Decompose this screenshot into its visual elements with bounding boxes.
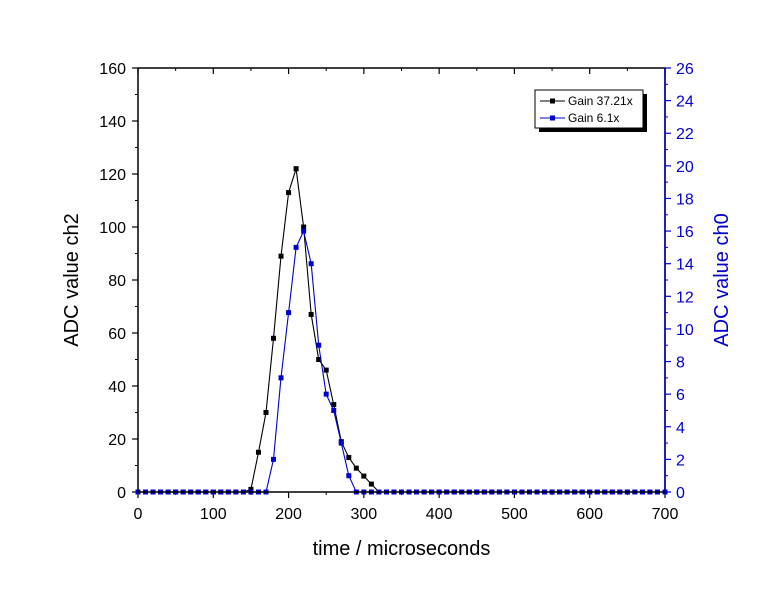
data-point <box>263 410 269 415</box>
y-right-tick-label: 0 <box>676 485 685 502</box>
x-tick-label: 0 <box>134 506 143 523</box>
data-point <box>316 357 322 362</box>
data-point <box>346 455 352 461</box>
y-right-tick-label: 22 <box>676 126 694 143</box>
y-right-tick-label: 14 <box>676 257 694 274</box>
y-left-tick-label: 160 <box>99 61 126 78</box>
legend-label: Gain 37.21x <box>568 94 633 108</box>
data-point <box>308 261 314 267</box>
y-left-tick-label: 100 <box>99 220 126 237</box>
y-left-tick-label: 0 <box>117 485 126 502</box>
x-tick-label: 200 <box>275 506 302 523</box>
legend: Gain 37.21x Gain 6.1x <box>534 89 647 132</box>
legend-box <box>534 89 644 129</box>
y-right-tick-label: 24 <box>676 94 694 111</box>
data-point <box>278 253 284 259</box>
data-point <box>301 224 307 230</box>
legend-label: Gain 6.1x <box>568 111 619 125</box>
x-tick-label: 300 <box>351 506 378 523</box>
data-point <box>323 391 329 397</box>
series-line <box>138 229 665 493</box>
series-line <box>138 168 665 493</box>
y-left-tick-label: 120 <box>99 167 126 184</box>
series-1 <box>135 166 668 495</box>
data-point <box>353 465 359 471</box>
data-point <box>301 228 307 234</box>
x-tick-label: 100 <box>200 506 227 523</box>
y-right-tick-label: 26 <box>676 61 694 78</box>
x-axis-title: time / microseconds <box>313 538 491 560</box>
y-right-tick-label: 8 <box>676 355 685 372</box>
y-right-tick-label: 12 <box>676 289 694 306</box>
data-point <box>368 481 374 487</box>
data-point <box>271 456 277 462</box>
data-point <box>286 190 292 196</box>
data-point <box>308 311 314 317</box>
y-right-tick-label: 18 <box>676 191 694 208</box>
x-tick-label: 700 <box>652 506 679 523</box>
y-left-tick-label: 20 <box>108 432 126 449</box>
y-right-tick-label: 6 <box>676 387 685 404</box>
y-left-tick-label: 80 <box>108 273 126 290</box>
data-point <box>248 486 254 492</box>
data-point <box>278 375 284 381</box>
y-right-tick-label: 10 <box>676 322 694 339</box>
x-tick-label: 600 <box>576 506 603 523</box>
legend-marker <box>550 115 555 121</box>
data-point <box>361 473 367 479</box>
x-tick-label: 400 <box>426 506 453 523</box>
data-point <box>271 335 277 341</box>
y-left-tick-label: 140 <box>99 114 126 131</box>
data-point <box>316 342 322 348</box>
data-point <box>331 407 337 413</box>
y-right-tick-label: 4 <box>676 420 685 437</box>
x-tick-label: 500 <box>501 506 528 523</box>
data-point <box>286 310 292 316</box>
data-point <box>331 402 337 408</box>
y-right-axis-title: ADC value ch0 <box>711 213 733 346</box>
data-point <box>255 449 261 455</box>
y-left-tick-label: 40 <box>108 379 126 396</box>
legend-marker <box>550 98 555 104</box>
y-left-tick-label: 60 <box>108 326 126 343</box>
y-right-tick-label: 2 <box>676 452 685 469</box>
data-point <box>338 440 344 446</box>
data-point <box>293 166 299 172</box>
data-point <box>293 244 299 250</box>
y-left-axis-title: ADC value ch2 <box>61 213 83 346</box>
y-right-tick-label: 20 <box>676 159 694 176</box>
series-2 <box>135 228 668 495</box>
data-point <box>323 367 329 373</box>
y-right-tick-label: 16 <box>676 224 694 241</box>
data-point <box>346 473 352 479</box>
